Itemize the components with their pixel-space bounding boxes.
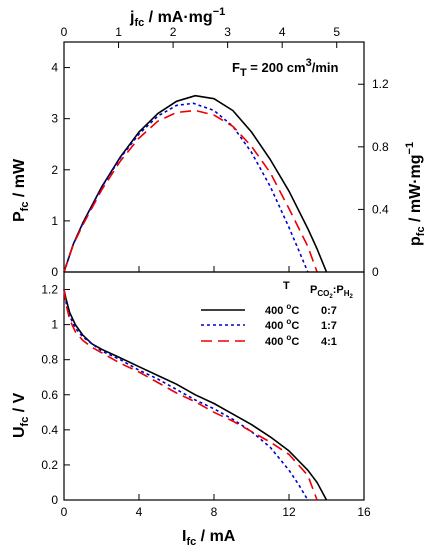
power-tick-label: 0 bbox=[51, 265, 58, 279]
voltage-series-dashed-line bbox=[63, 289, 318, 501]
specific-power-tick-label: 0.8 bbox=[372, 140, 389, 154]
top-x-tick-label: 3 bbox=[224, 25, 231, 39]
current-tick-label: 16 bbox=[357, 505, 371, 519]
top-x-tick-label: 0 bbox=[61, 25, 68, 39]
flow-rate-annotation: FT = 200 cm3/min bbox=[232, 57, 339, 79]
specific-power-tick-label: 0.4 bbox=[372, 202, 389, 216]
current-tick-label: 12 bbox=[282, 505, 296, 519]
voltage-tick-label: 0.6 bbox=[41, 388, 58, 402]
voltage-tick-label: 1 bbox=[51, 318, 58, 332]
voltage-tick-label: 0.2 bbox=[41, 458, 58, 472]
voltage-series-solid-line bbox=[63, 289, 328, 501]
power-axis-label: Pfc / mW bbox=[11, 158, 31, 222]
top-x-tick-label: 2 bbox=[170, 25, 177, 39]
legend-header-temperature: T bbox=[283, 280, 290, 292]
bottom-plot-frame bbox=[63, 271, 365, 501]
top-plot-frame bbox=[63, 41, 365, 273]
legend: T PCO2:PH2 400 oC 0:7 400 oC 1:7 400 oC … bbox=[201, 280, 353, 348]
top-x-tick-label: 5 bbox=[333, 25, 340, 39]
current-axis-label: Ifc / mA bbox=[182, 528, 236, 548]
power-series-dotted-line bbox=[63, 102, 309, 273]
top-x-tick-label: 4 bbox=[279, 25, 286, 39]
legend-ratio-2: 1:7 bbox=[321, 320, 337, 332]
power-tick-label: 1 bbox=[51, 214, 58, 228]
top-x-axis-label: jfc / mA·mg−1 bbox=[129, 6, 225, 29]
legend-ratio-3: 4:1 bbox=[321, 336, 337, 348]
legend-temp-3: 400 oC bbox=[265, 333, 299, 348]
legend-header-ratio: PCO2:PH2 bbox=[310, 284, 353, 300]
voltage-panel: 0 0.2 0.4 0.6 0.8 1 1.2 0 4 8 12 16 bbox=[41, 271, 371, 519]
current-tick-label: 4 bbox=[136, 505, 143, 519]
voltage-tick-label: 0 bbox=[51, 493, 58, 507]
legend-temp-1: 400 oC bbox=[265, 302, 299, 317]
voltage-tick-label: 0.4 bbox=[41, 423, 58, 437]
voltage-tick-label: 0.8 bbox=[41, 353, 58, 367]
voltage-axis-label: Ufc / V bbox=[11, 392, 31, 438]
power-tick-label: 2 bbox=[51, 163, 58, 177]
power-series-dashed-line bbox=[63, 109, 318, 273]
power-tick-label: 3 bbox=[51, 112, 58, 126]
current-tick-label: 8 bbox=[211, 505, 218, 519]
legend-temp-2: 400 oC bbox=[265, 317, 299, 332]
specific-power-axis-label: pfc / mW·mg−1 bbox=[404, 142, 425, 246]
current-tick-label: 0 bbox=[61, 505, 68, 519]
top-x-tick-label: 1 bbox=[115, 25, 122, 39]
power-tick-label: 4 bbox=[51, 61, 58, 75]
voltage-series-dotted-line bbox=[63, 289, 309, 501]
legend-ratio-1: 0:7 bbox=[321, 305, 337, 317]
specific-power-tick-label: 1.2 bbox=[372, 77, 389, 91]
voltage-tick-label: 1.2 bbox=[41, 283, 58, 297]
specific-power-tick-label: 0 bbox=[372, 265, 379, 279]
